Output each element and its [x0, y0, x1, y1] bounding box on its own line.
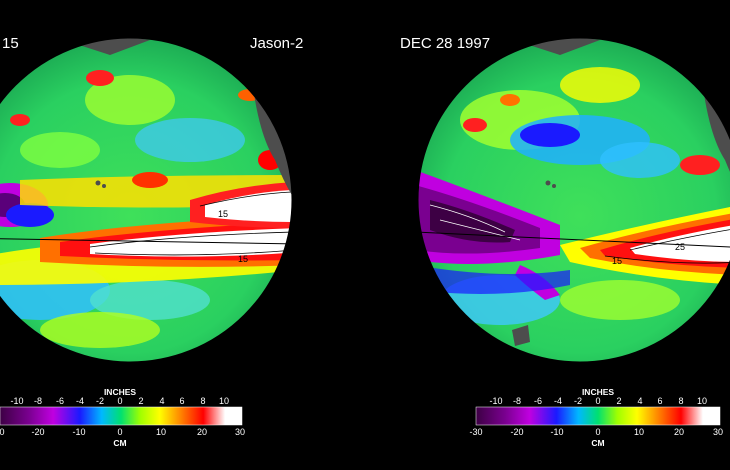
left-inch-tick: -8 [34, 396, 42, 406]
right-cm-tick: -20 [510, 427, 523, 437]
left-inch-tick: 10 [219, 396, 229, 406]
left-date-label: 15 [2, 35, 19, 52]
left-inch-tick: 2 [138, 396, 143, 406]
right-inch-tick: -8 [513, 396, 521, 406]
right-inch-tick: 8 [678, 396, 683, 406]
right-cm-tick: 0 [595, 427, 600, 437]
right-cm-tick: 20 [674, 427, 684, 437]
left-inches-label: INCHES [104, 387, 136, 397]
left-inch-tick: -4 [76, 396, 84, 406]
right-colorbar: INCHES -10 -8 -6 -4 -2 0 2 4 6 8 10 -30 … [469, 387, 723, 448]
right-globe [417, 37, 730, 363]
right-cm-tick: -30 [469, 427, 482, 437]
left-cm-tick: 20 [197, 427, 207, 437]
left-inch-tick: 6 [179, 396, 184, 406]
right-inch-tick: 0 [595, 396, 600, 406]
right-inch-tick: 6 [657, 396, 662, 406]
left-inch-tick: 4 [159, 396, 164, 406]
left-cm-tick: 0 [0, 427, 5, 437]
right-date-label: DEC 28 1997 [400, 35, 490, 52]
left-cm-tick: 0 [117, 427, 122, 437]
right-contour-label-1: 25 [675, 242, 685, 252]
left-inches-ticks: -10 -8 -6 -4 -2 0 2 4 6 8 10 [10, 396, 229, 406]
left-cm-tick: 30 [235, 427, 245, 437]
left-contour-label-2: 15 [238, 254, 248, 264]
left-satellite-label: Jason-2 [250, 35, 303, 52]
left-cm-tick: -10 [72, 427, 85, 437]
right-cm-tick: 10 [634, 427, 644, 437]
right-inch-tick: -10 [489, 396, 502, 406]
right-inch-tick: 10 [697, 396, 707, 406]
right-cm-label: CM [591, 438, 604, 448]
left-contour-label-1: 15 [218, 209, 228, 219]
right-inch-tick: -4 [554, 396, 562, 406]
left-globe [0, 37, 293, 363]
left-inch-tick: -6 [56, 396, 64, 406]
right-cm-tick: -10 [550, 427, 563, 437]
right-inches-ticks: -10 -8 -6 -4 -2 0 2 4 6 8 10 [489, 396, 707, 406]
right-inch-tick: -6 [534, 396, 542, 406]
left-colorbar: INCHES -10 -8 -6 -4 -2 0 2 4 6 8 10 0 -2… [0, 387, 245, 448]
left-inch-tick: 8 [200, 396, 205, 406]
left-inch-tick: -2 [96, 396, 104, 406]
left-cm-tick: -20 [31, 427, 44, 437]
left-cm-label: CM [113, 438, 126, 448]
right-contour-label-2: 15 [612, 256, 622, 266]
right-inch-tick: -2 [574, 396, 582, 406]
left-cm-ticks: 0 -20 -10 0 10 20 30 [0, 427, 245, 437]
right-inches-label: INCHES [582, 387, 614, 397]
left-inch-tick: -10 [10, 396, 23, 406]
left-cm-tick: 10 [156, 427, 166, 437]
right-cm-ticks: -30 -20 -10 0 10 20 30 [469, 427, 723, 437]
right-inch-tick: 2 [616, 396, 621, 406]
left-inch-tick: 0 [117, 396, 122, 406]
right-inch-tick: 4 [637, 396, 642, 406]
right-cm-tick: 30 [713, 427, 723, 437]
